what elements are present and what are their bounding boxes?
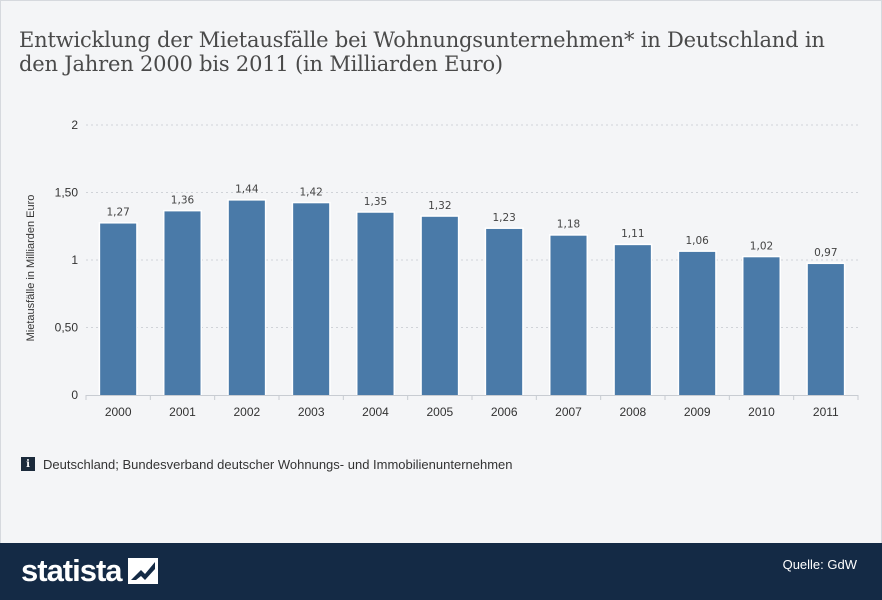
data-label: 1,02 xyxy=(750,240,773,252)
bars xyxy=(98,199,846,395)
y-tick-label: 2 xyxy=(71,118,78,132)
data-label: 0,97 xyxy=(814,247,837,259)
bar[interactable] xyxy=(614,245,651,395)
bar[interactable] xyxy=(228,200,265,395)
data-labels: 1,27 1,36 1,44 1,42 1,35 1,32 1,23 1,18 1,11 1,06… xyxy=(106,184,837,259)
bar[interactable] xyxy=(164,211,201,395)
data-label: 1,36 xyxy=(171,194,195,206)
data-label: 1,11 xyxy=(621,228,644,240)
bar[interactable] xyxy=(421,216,458,395)
chart-title: Entwicklung der Mietausfälle bei Wohnung… xyxy=(19,28,825,76)
y-tick-label: 1 xyxy=(71,253,78,267)
y-tick-label: 0,50 xyxy=(55,321,79,335)
bar[interactable] xyxy=(357,212,394,395)
info-icon[interactable]: i xyxy=(21,457,35,471)
bar-chart: 1,27 1,36 1,44 1,42 1,35 1,32 1,23 1,18 1,11 1,06… xyxy=(25,118,859,419)
y-tick-label: 0 xyxy=(71,388,78,402)
data-label: 1,23 xyxy=(492,212,515,224)
x-tick-label: 2004 xyxy=(362,405,389,419)
source-note-text: Deutschland; Bundesverband deutscher Woh… xyxy=(43,456,513,472)
source-credit: Quelle: GdW xyxy=(782,557,857,572)
statista-logo[interactable]: statista xyxy=(21,551,158,591)
bar[interactable] xyxy=(807,264,844,395)
x-tick-label: 2002 xyxy=(233,405,260,419)
x-tick-label: 2011 xyxy=(813,405,839,419)
x-tick-label: 2007 xyxy=(555,405,582,419)
y-axis-title: Mietausfälle in Milliarden Euro xyxy=(25,195,37,342)
logo-wordmark: statista xyxy=(21,553,123,588)
logo-mark-icon xyxy=(127,558,158,584)
data-label: 1,18 xyxy=(557,219,580,231)
y-tick-label: 1,50 xyxy=(55,186,79,200)
axes: 0 0,50 1 1,50 2 2000 2001 2002 2003 2004 2005 2006 2… xyxy=(55,118,859,419)
grid-lines xyxy=(86,124,858,328)
bar[interactable] xyxy=(486,228,523,395)
x-tick-label: 2001 xyxy=(169,405,196,419)
data-label: 1,32 xyxy=(428,200,451,212)
bar[interactable] xyxy=(679,251,716,395)
data-label: 1,42 xyxy=(299,186,322,198)
x-tick-label: 2003 xyxy=(298,405,325,419)
data-label: 1,06 xyxy=(685,235,709,247)
x-tick-label: 2010 xyxy=(748,405,775,419)
data-label: 1,35 xyxy=(364,196,387,208)
footer-bar: statista Quelle: GdW xyxy=(0,543,882,600)
bar[interactable] xyxy=(550,235,587,395)
x-tick-label: 2008 xyxy=(619,405,646,419)
x-tick-label: 2005 xyxy=(426,405,453,419)
bar[interactable] xyxy=(293,203,330,395)
bar[interactable] xyxy=(100,223,137,395)
data-label: 1,27 xyxy=(106,207,129,219)
x-tick-label: 2006 xyxy=(491,405,518,419)
source-note: i Deutschland; Bundesverband deutscher W… xyxy=(21,456,513,472)
data-label: 1,44 xyxy=(235,184,259,196)
x-tick-label: 2009 xyxy=(684,405,711,419)
x-tick-label: 2000 xyxy=(105,405,132,419)
bar[interactable] xyxy=(743,257,780,395)
